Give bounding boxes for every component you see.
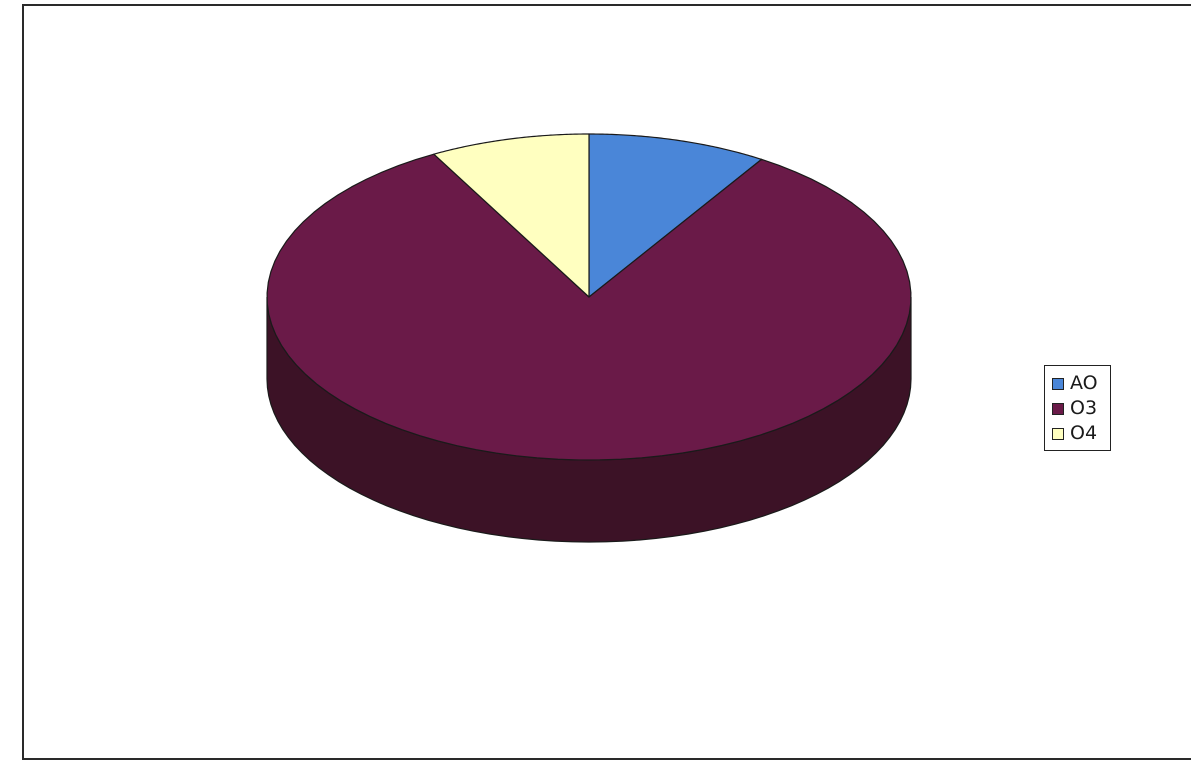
legend-swatch-o4 xyxy=(1052,427,1064,440)
legend-label-ao: AO xyxy=(1070,372,1098,394)
legend-label-o3: O3 xyxy=(1070,397,1098,419)
legend-swatch-ao xyxy=(1052,377,1064,390)
legend-item-o4: O4 xyxy=(1052,421,1110,446)
legend-item-o3: O3 xyxy=(1052,396,1110,421)
pie-slice-o4 xyxy=(433,133,590,298)
legend: AO O3 O4 xyxy=(1044,365,1111,451)
legend-label-o4: O4 xyxy=(1070,422,1098,444)
pie-top xyxy=(266,133,912,461)
legend-swatch-o3 xyxy=(1052,402,1064,415)
pie-slice-ao xyxy=(588,133,763,298)
pie-slice-o3 xyxy=(266,153,912,461)
legend-item-ao: AO xyxy=(1052,371,1110,396)
